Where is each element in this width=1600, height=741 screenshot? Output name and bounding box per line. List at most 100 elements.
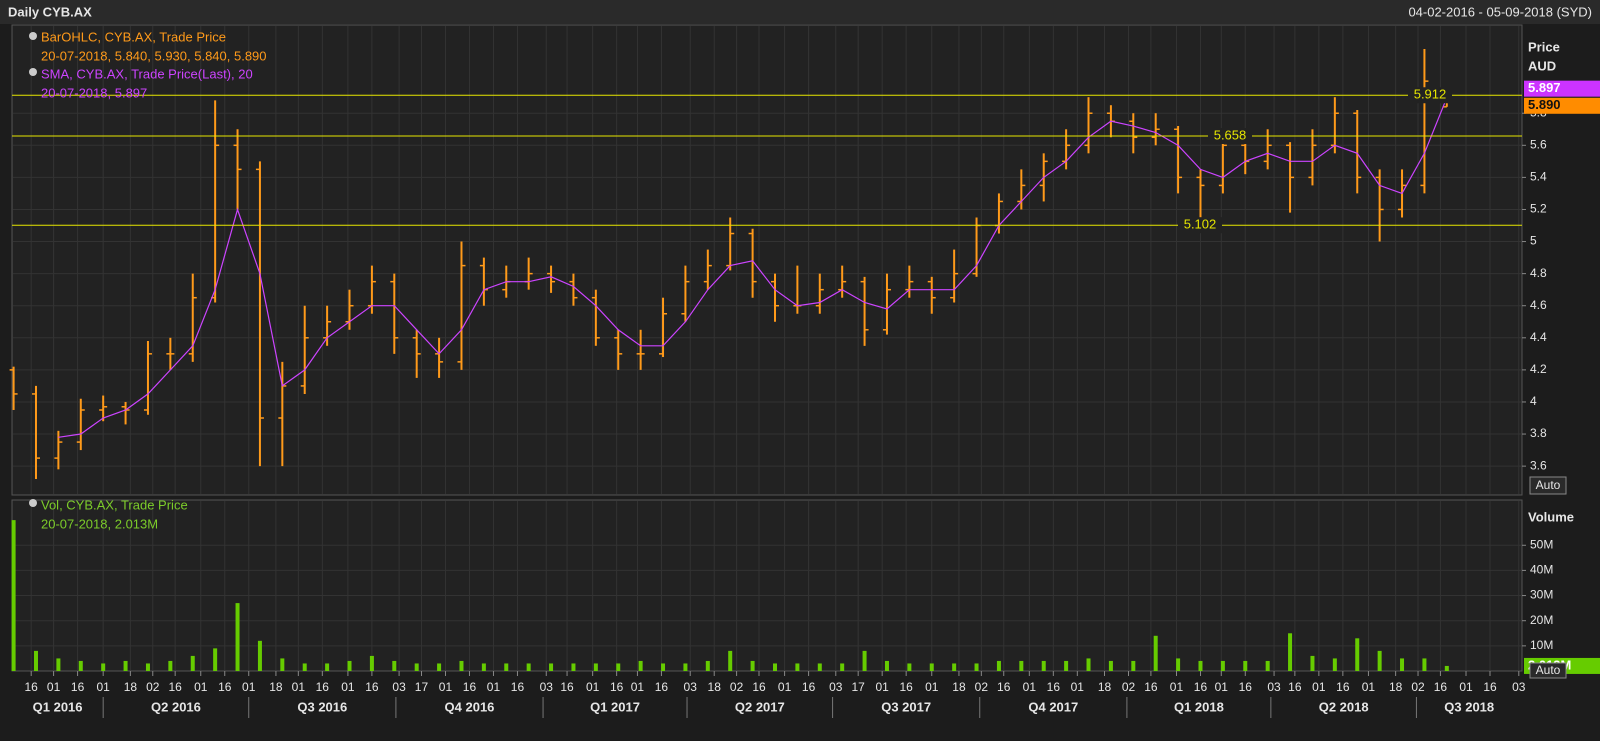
x-tick-label: 03 <box>540 680 554 694</box>
quarter-label: Q4 2017 <box>1028 699 1078 714</box>
price-axis-unit: AUD <box>1528 58 1556 73</box>
volume-bar <box>795 663 800 671</box>
volume-bar <box>1153 635 1158 671</box>
quarter-label: Q3 2018 <box>1444 699 1494 714</box>
y-tick-label: 50M <box>1530 537 1553 551</box>
legend-entry: SMA, CYB.AX, Trade Price(Last), 20 <box>41 66 253 81</box>
x-tick-label: 02 <box>1411 680 1425 694</box>
volume-bar <box>1265 660 1270 671</box>
legend-icon[interactable] <box>29 68 37 76</box>
x-tick-label: 01 <box>439 680 453 694</box>
x-tick-label: 18 <box>952 680 966 694</box>
x-tick-label: 16 <box>365 680 379 694</box>
volume-bar <box>705 660 710 671</box>
x-tick-label: 16 <box>71 680 85 694</box>
volume-bar <box>257 640 262 671</box>
auto-button-label[interactable]: Auto <box>1536 663 1561 677</box>
level-label-bg <box>1208 128 1252 145</box>
x-tick-label: 01 <box>1312 680 1326 694</box>
x-tick-label: 16 <box>1288 680 1302 694</box>
quarter-label: Q1 2016 <box>33 699 83 714</box>
volume-bar <box>1041 660 1046 671</box>
volume-bar <box>145 663 150 671</box>
y-tick-label: 5.4 <box>1530 170 1547 184</box>
x-tick-label: 01 <box>586 680 600 694</box>
x-tick-label: 01 <box>341 680 355 694</box>
x-tick-label: 01 <box>1215 680 1229 694</box>
x-tick-label: 16 <box>168 680 182 694</box>
x-tick-label: 01 <box>96 680 110 694</box>
y-tick-label: 5.2 <box>1530 202 1547 216</box>
x-tick-label: 16 <box>610 680 624 694</box>
quarter-label: Q2 2017 <box>735 699 785 714</box>
volume-bar <box>907 663 912 671</box>
x-tick-label: 03 <box>1267 680 1281 694</box>
quarter-label: Q3 2017 <box>881 699 931 714</box>
volume-bar <box>1444 665 1449 671</box>
legend-icon[interactable] <box>29 32 37 40</box>
auto-button[interactable] <box>1529 662 1567 679</box>
volume-bar <box>862 650 867 671</box>
volume-bar <box>1220 660 1225 671</box>
price-tag <box>1524 97 1600 114</box>
x-tick-label: 01 <box>1459 680 1473 694</box>
x-tick-label: 01 <box>1023 680 1037 694</box>
volume-bar <box>481 663 486 671</box>
level-label: 5.102 <box>1184 217 1217 232</box>
x-tick-label: 16 <box>1194 680 1208 694</box>
x-tick-label: 18 <box>1389 680 1403 694</box>
volume-bar <box>1108 660 1113 671</box>
volume-bar <box>929 663 934 671</box>
quarter-label: Q2 2018 <box>1319 699 1369 714</box>
price-axis-title: Price <box>1528 39 1560 54</box>
y-tick-label: 40M <box>1530 563 1553 577</box>
y-tick-label: 10M <box>1530 638 1553 652</box>
legend-value: 20-07-2018, 5.897 <box>41 85 147 100</box>
y-tick-label: 3.6 <box>1530 458 1547 472</box>
x-tick-label: 18 <box>124 680 138 694</box>
volume-bar <box>1400 658 1405 671</box>
legend-value: 20-07-2018, 5.840, 5.930, 5.840, 5.890 <box>41 48 267 63</box>
volume-bar <box>638 660 643 671</box>
x-tick-label: 17 <box>851 680 865 694</box>
volume-bar <box>661 663 666 671</box>
x-tick-label: 01 <box>875 680 889 694</box>
volume-bar <box>1131 660 1136 671</box>
volume-bar <box>1064 660 1069 671</box>
volume-bar <box>414 663 419 671</box>
volume-bar <box>56 658 61 671</box>
quarter-label: Q2 2016 <box>151 699 201 714</box>
x-tick-label: 16 <box>316 680 330 694</box>
x-tick-label: 17 <box>415 680 429 694</box>
x-tick-label: 01 <box>1170 680 1184 694</box>
volume-bar <box>213 648 218 671</box>
auto-button[interactable] <box>1529 476 1567 495</box>
auto-button-label[interactable]: Auto <box>1536 478 1561 492</box>
volume-bar <box>1243 660 1248 671</box>
x-tick-label: 02 <box>1122 680 1136 694</box>
x-tick-label: 01 <box>292 680 306 694</box>
volume-bar <box>840 663 845 671</box>
legend-value: 20-07-2018, 2.013M <box>41 516 158 531</box>
x-tick-label: 16 <box>1239 680 1253 694</box>
volume-bar <box>280 658 285 671</box>
volume-bar <box>123 660 128 671</box>
x-tick-label: 16 <box>511 680 525 694</box>
volume-bar <box>526 663 531 671</box>
quarter-label: Q3 2016 <box>297 699 347 714</box>
level-label: 5.912 <box>1414 87 1447 102</box>
volume-bar <box>437 663 442 671</box>
x-tick-label: 01 <box>778 680 792 694</box>
legend-entry: BarOHLC, CYB.AX, Trade Price <box>41 29 226 44</box>
volume-bar <box>593 663 598 671</box>
x-tick-label: 16 <box>899 680 913 694</box>
volume-bar <box>33 650 38 671</box>
volume-bar <box>549 663 554 671</box>
volume-bar <box>884 660 889 671</box>
x-tick-label: 16 <box>802 680 816 694</box>
volume-bar <box>996 660 1001 671</box>
x-tick-label: 16 <box>1336 680 1350 694</box>
volume-bar <box>1086 658 1091 671</box>
legend-icon[interactable] <box>29 499 37 507</box>
volume-bar <box>683 663 688 671</box>
